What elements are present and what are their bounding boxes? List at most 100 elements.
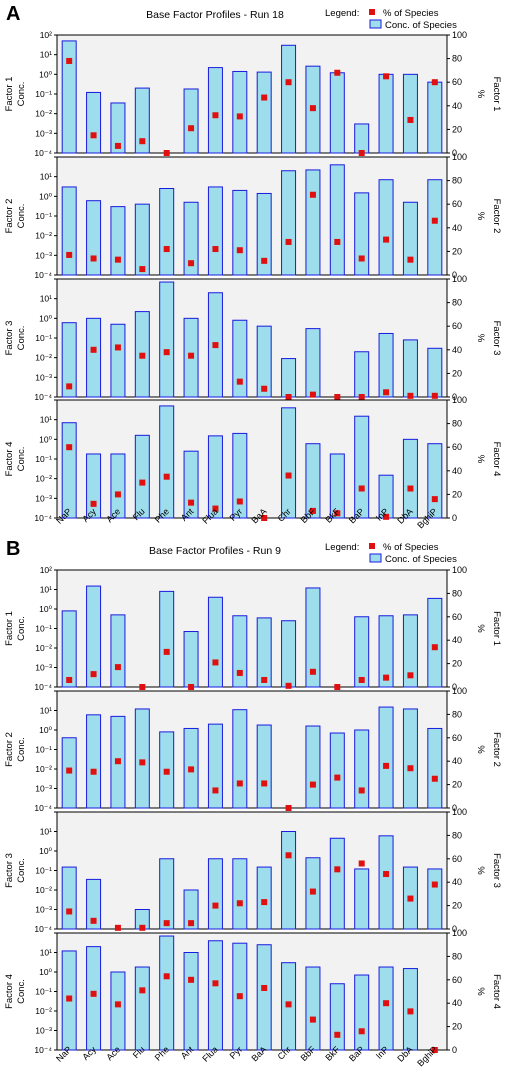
- panel-a-factor-4-ylabel-left-line2: Conc.: [16, 447, 27, 472]
- panel-a-factor-2-bar-pyr: [232, 189, 248, 276]
- panel-b-factor-2-pct-marker-phe: [163, 768, 170, 775]
- panel-b-factor-1-ylabel-left-line2: Conc.: [16, 616, 27, 641]
- panel-b-factor-2-pct-marker-bghip: [431, 775, 438, 782]
- panel-a-factor-1-conc-tick-label: 10¹: [40, 50, 52, 60]
- panel-b-factor-2-pct-marker-ace: [114, 758, 121, 765]
- panel-b-factor-3-pct-tick-label: 0: [452, 924, 457, 934]
- panel-a-factor-4-conc-tick-label: 10⁻³: [35, 493, 52, 503]
- panel-a-factor-3-conc-tick-label: 10⁻¹: [35, 333, 52, 343]
- panel-b-factor-4-bar-bbf: [305, 966, 321, 1051]
- panel-b-factor-3-pct-marker-bap: [358, 860, 365, 867]
- panel-a-factor-2-pct-tick-label: 100: [452, 152, 467, 162]
- panel-b-factor-3-bar-chr: [281, 831, 297, 930]
- panel-a-factor-4-pct-tick-label: 60: [452, 442, 462, 452]
- panel-a-legend-conc-label: Conc. of Species: [385, 20, 457, 31]
- panel-b-factor-1-pct-tick-label: 20: [452, 659, 462, 669]
- panel-b-factor-2-bar-bghip: [427, 727, 443, 809]
- panel-b-factor-3-ylabel-left-line2: Conc.: [16, 858, 27, 883]
- panel-b-factor-3-ylabel-right: Factor 3: [491, 853, 502, 888]
- panel-b-factor-1-pct-marker-chr: [285, 682, 292, 689]
- panel-a-factor-4-bar-phe: [159, 405, 175, 519]
- panel-a-factor-3-pct-marker-bbf: [309, 391, 316, 398]
- panel-b-factor-2-pct-marker-dba: [407, 765, 414, 772]
- panel-a-factor-2-bar-phe: [159, 188, 175, 276]
- panel-a-factor-3-pct-marker-dba: [407, 392, 414, 399]
- panel-b-factor-1-conc-tick-label: 10⁻¹: [35, 624, 52, 634]
- panel-b-factor-4-bar-acy: [86, 946, 102, 1051]
- panel-a-factor-3-ylabel-left-line1: Factor 3: [4, 321, 15, 356]
- panel-b-factor-2-conc-tick-label: 10⁻⁴: [34, 803, 52, 813]
- panel-b-factor-3-pct-marker-acy: [90, 917, 97, 924]
- panel-b-factor-2-bar-bbf: [305, 725, 321, 809]
- panel-b-factor-4-bar-ace: [110, 971, 126, 1051]
- panel-a-factor-1-pct-marker-ant: [188, 125, 195, 132]
- panel-a-factor-1-pct-marker-ace: [114, 142, 121, 149]
- panel-b-factor-1-ylabel-left-line1: Factor 1: [4, 611, 15, 646]
- panel-b-factor-3-conc-tick-label: 10⁻³: [35, 905, 52, 915]
- panel-a-letter: A: [6, 3, 20, 25]
- panel-a-legend-pct-marker: [369, 9, 375, 15]
- panel-a-factor-4-pct-tick-label: 0: [452, 513, 457, 523]
- panel-b-factor-4-pct-tick-label: 20: [452, 1022, 462, 1032]
- panel-b-legend-pct-marker: [369, 543, 375, 549]
- panel-a-factor-1-pct-tick-label: 60: [452, 77, 462, 87]
- panel-b-factor-1-pct-marker-flua: [212, 659, 219, 666]
- panel-b-factor-1-bar-chr: [281, 620, 297, 688]
- panel-a-title: Base Factor Profiles - Run 18: [146, 9, 284, 21]
- panel-b-factor-1-bar-ace: [110, 614, 126, 688]
- panel-a-factor-2-bar-dba: [402, 201, 418, 276]
- panel-a-factor-2-conc-tick-label: 10⁻²: [35, 231, 52, 241]
- panel-a-factor-1-bar-nap: [61, 40, 77, 154]
- panel-a-factor-3-bar-nap: [61, 322, 77, 398]
- panel-a-factor-3-pct-marker-baa: [261, 385, 268, 392]
- panel-b-factor-4-bar-inp: [378, 966, 394, 1051]
- panel-a-factor-4-pct-marker-baa: [261, 515, 268, 521]
- panel-b-factor-4-conc-tick-label: 10⁻²: [35, 1006, 52, 1016]
- panel-b-factor-1-conc-tick-label: 10⁻³: [35, 663, 52, 673]
- panel-a-factor-1-pct-tick-label: 40: [452, 101, 462, 111]
- panel-a-factor-2-bar-baa: [256, 192, 272, 276]
- panel-a-factor-2-conc-tick-label: 10⁻¹: [35, 211, 52, 221]
- panel-a-factor-1-bar-ace: [110, 102, 126, 154]
- panel-b-factor-4-pct-marker-bbf: [309, 1016, 316, 1023]
- panel-a-factor-1-conc-tick-label: 10⁻²: [35, 109, 52, 119]
- panel-a-factor-3-bar-bghip: [427, 347, 443, 398]
- panel-b-factor-2-pct-marker-nap: [66, 767, 73, 774]
- panel-b-factor-2-pct-tick-label: 20: [452, 780, 462, 790]
- panel-b-factor-4-bar-ant: [183, 952, 199, 1051]
- panel-a-factor-3-bar-baa: [256, 325, 272, 398]
- panel-a-factor-1-ylabel-left-line1: Factor 1: [4, 77, 15, 112]
- panel-b-factor-3-pct-tick-label: 100: [452, 807, 467, 817]
- panel-a-factor-2-bar-chr: [281, 170, 297, 276]
- panel-a-factor-2-conc-tick-label: 10¹: [40, 172, 52, 182]
- panel-b-factor-4-pct-marker-ace: [114, 1001, 121, 1008]
- panel-a-factor-2-pct-marker-baa: [261, 257, 268, 264]
- panel-b-factor-1-pct-marker-bbf: [309, 668, 316, 675]
- panel-a-factor-1-bar-bghip: [427, 81, 443, 154]
- panel-b-factor-2-bar-bkf: [329, 732, 345, 809]
- panel-a-factor-4-pct-tick-label: 80: [452, 419, 462, 429]
- panel-b-factor-2-ylabel-left-line1: Factor 2: [4, 732, 15, 767]
- panel-a-factor-2-pct-marker-chr: [285, 238, 292, 245]
- panel-b-legend-conc-swatch: [369, 553, 382, 563]
- panel-b-factor-2-pct-tick-label: 100: [452, 686, 467, 696]
- panel-a-factor-2-conc-tick-label: 10⁻⁴: [34, 270, 52, 280]
- panel-a-factor-2-pct-marker-nap: [66, 251, 73, 258]
- panel-a-legend-pct-label: % of Species: [383, 8, 439, 19]
- panel-b-factor-4-pct-marker-nap: [66, 995, 73, 1002]
- panel-b-factor-1-pct-marker-inp: [383, 674, 390, 681]
- panel-b-factor-2-conc-tick-label: 10⁻³: [35, 784, 52, 794]
- panel-a-legend-title: Legend:: [325, 8, 359, 19]
- panel-b-legend-pct-label: % of Species: [383, 542, 439, 553]
- panel-a-factor-2-pct-marker-bkf: [334, 238, 341, 245]
- panel-b-factor-1-pct-marker-nap: [66, 676, 73, 683]
- panel-b-factor-1-bar-baa: [256, 617, 272, 688]
- panel-b-factor-4-bar-phe: [159, 935, 175, 1051]
- panel-a-factor-1-conc-tick-label: 10⁰: [39, 69, 52, 79]
- panel-a-factor-4-bar-ant: [183, 450, 199, 519]
- panel-a-factor-3-pct-marker-nap: [66, 383, 73, 390]
- panel-b-factor-1-pct-marker-bkf: [334, 684, 341, 690]
- panel-a-factor-4-conc-tick-label: 10⁻¹: [35, 454, 52, 464]
- panel-b-factor-3-pct-marker-baa: [261, 899, 268, 906]
- panel-a-factor-3-pct-marker-acy: [90, 346, 97, 353]
